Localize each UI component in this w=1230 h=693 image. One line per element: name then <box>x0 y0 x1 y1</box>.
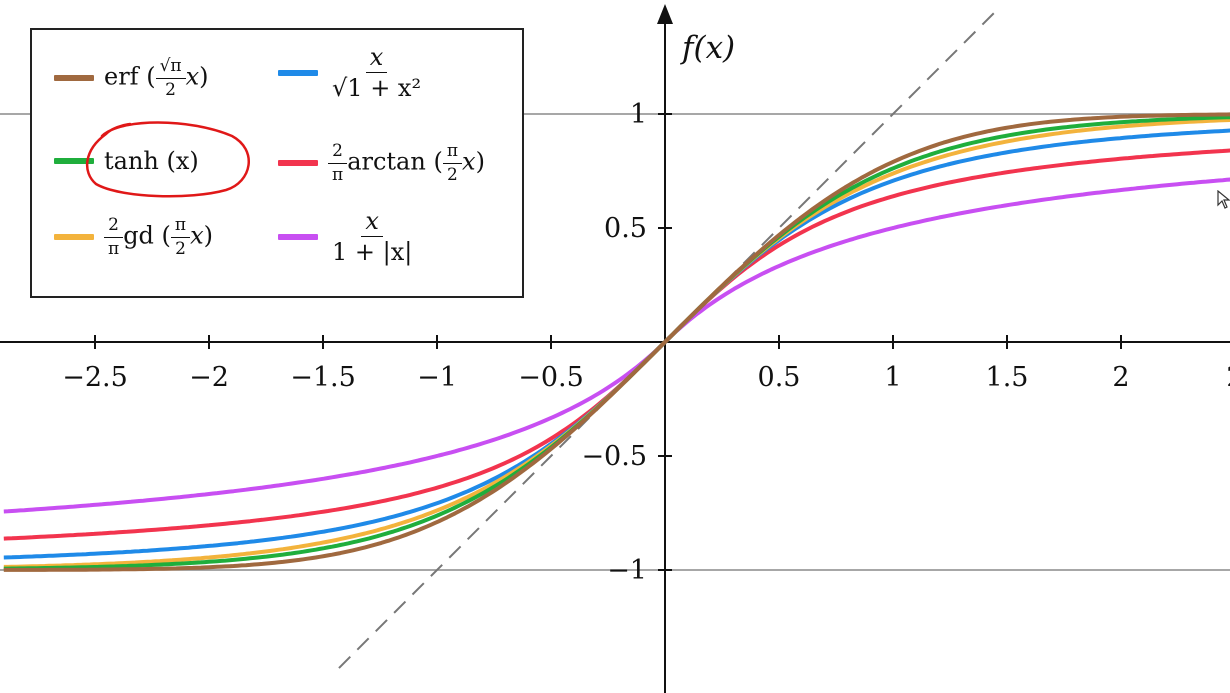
y-tick-label: 0.5 <box>604 213 647 244</box>
legend-swatch-gd <box>54 234 94 241</box>
legend-swatch-rational <box>278 233 318 240</box>
axes <box>0 4 1230 693</box>
x-tick-label: −1 <box>417 362 457 393</box>
y-tick-label: 1 <box>630 99 647 130</box>
x-tick-label: 2 <box>1112 362 1129 393</box>
tick-labels: −2.5 −2 −1.5 −1 −0.5 0.5 1 1.5 2 2 1 0.5 −0.5 −1 <box>62 99 1230 586</box>
x-tick-label: −2 <box>189 362 229 393</box>
series-layer <box>3 112 1230 572</box>
legend-swatch-algebraic <box>278 69 318 76</box>
series-rational <box>3 177 1230 514</box>
y-tick-label: −1 <box>607 555 647 586</box>
x-tick-label: −2.5 <box>62 362 128 393</box>
legend-label-gd: 2 π gd (π 2 x) <box>104 216 213 258</box>
mouse-cursor-icon <box>1217 190 1230 209</box>
legend-swatch-arctan <box>278 160 318 167</box>
legend-label-erf: erf (√π 2 x) <box>104 56 209 100</box>
legend-swatch-tanh <box>54 158 94 164</box>
x-tick-label: 1 <box>884 362 901 393</box>
x-tick-label: −1.5 <box>290 362 356 393</box>
y-axis-arrow <box>657 4 673 24</box>
legend-label-algebraic: x √1 + x² <box>332 43 422 103</box>
legend-item-gd: 2 π gd (π 2 x) <box>54 216 213 258</box>
legend-label-arctan: 2 π arctan (π 2 x) <box>328 142 485 184</box>
y-tick-label: −0.5 <box>581 441 647 472</box>
x-tick-label: 0.5 <box>758 362 801 393</box>
legend-swatch-erf <box>54 75 94 82</box>
y-axis-label: f(x) <box>680 30 735 66</box>
legend-label-tanh: tanh (x) <box>104 147 199 175</box>
series-erf <box>3 112 1230 572</box>
legend-item-tanh: tanh (x) <box>54 147 199 175</box>
x-tick-label: 2 <box>1226 362 1230 393</box>
x-tick-label: −0.5 <box>518 362 584 393</box>
legend-item-erf: erf (√π 2 x) <box>54 57 209 99</box>
legend-item-arctan: 2 π arctan (π 2 x) <box>278 142 485 184</box>
x-tick-label: 1.5 <box>986 362 1029 393</box>
legend-item-algebraic: x √1 + x² <box>278 44 425 102</box>
legend: erf (√π 2 x) tanh (x) 2 π gd (π 2 x) x √1 + x² … <box>30 28 524 298</box>
